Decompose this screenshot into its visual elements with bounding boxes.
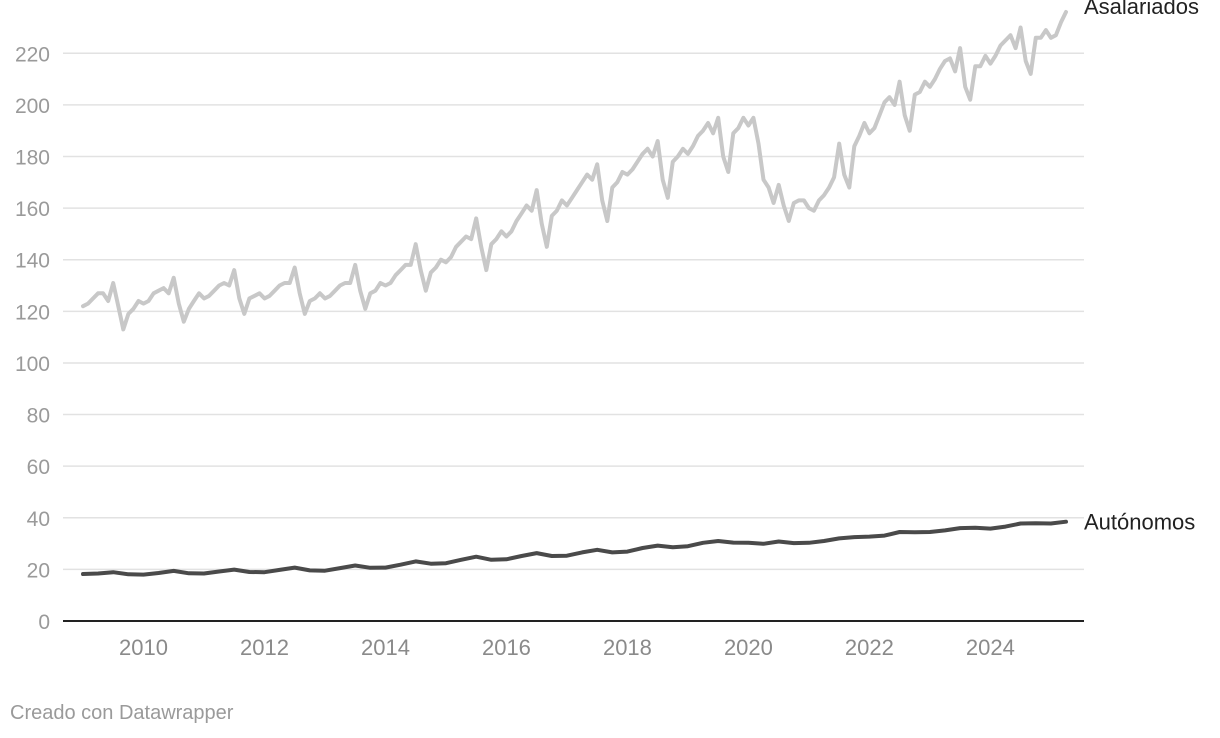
series-line-autonomos [81,519,1068,577]
series-lines [81,10,1068,577]
x-tick-label-2010: 2010 [119,635,168,660]
x-tick-label-2012: 2012 [240,635,289,660]
x-tick-label-2020: 2020 [724,635,773,660]
grid-lines [63,52,1084,571]
series-line-asalariados [81,10,1068,332]
x-tick-label-2024: 2024 [966,635,1015,660]
credit-text: Creado con Datawrapper [10,702,234,724]
series-labels: Asalariados Autónomos [1084,0,1199,535]
y-tick-label-40: 40 [27,508,50,531]
series-label-asalariados: Asalariados [1084,0,1199,19]
x-tick-label-2022: 2022 [845,635,894,660]
series-label-autonomos: Autónomos [1084,510,1195,535]
y-tick-label-120: 120 [15,301,50,324]
y-tick-label-160: 160 [15,198,50,221]
y-tick-label-100: 100 [15,353,50,376]
y-tick-label-200: 200 [15,95,50,118]
y-tick-label-140: 140 [15,250,50,273]
y-axis-tick-labels: 0 20 40 60 80 100 120 140 160 180 200 220 [15,43,50,634]
y-tick-label-0: 0 [38,611,50,634]
x-tick-label-2018: 2018 [603,635,652,660]
y-tick-label-80: 80 [27,405,50,428]
x-tick-label-2016: 2016 [482,635,531,660]
y-tick-label-60: 60 [27,456,50,479]
y-tick-label-220: 220 [15,43,50,66]
x-axis-tick-labels: 2010 2012 2014 2016 2018 2020 2022 2024 [119,635,1015,660]
x-tick-label-2014: 2014 [361,635,410,660]
y-tick-label-180: 180 [15,147,50,170]
y-tick-label-20: 20 [27,559,50,582]
